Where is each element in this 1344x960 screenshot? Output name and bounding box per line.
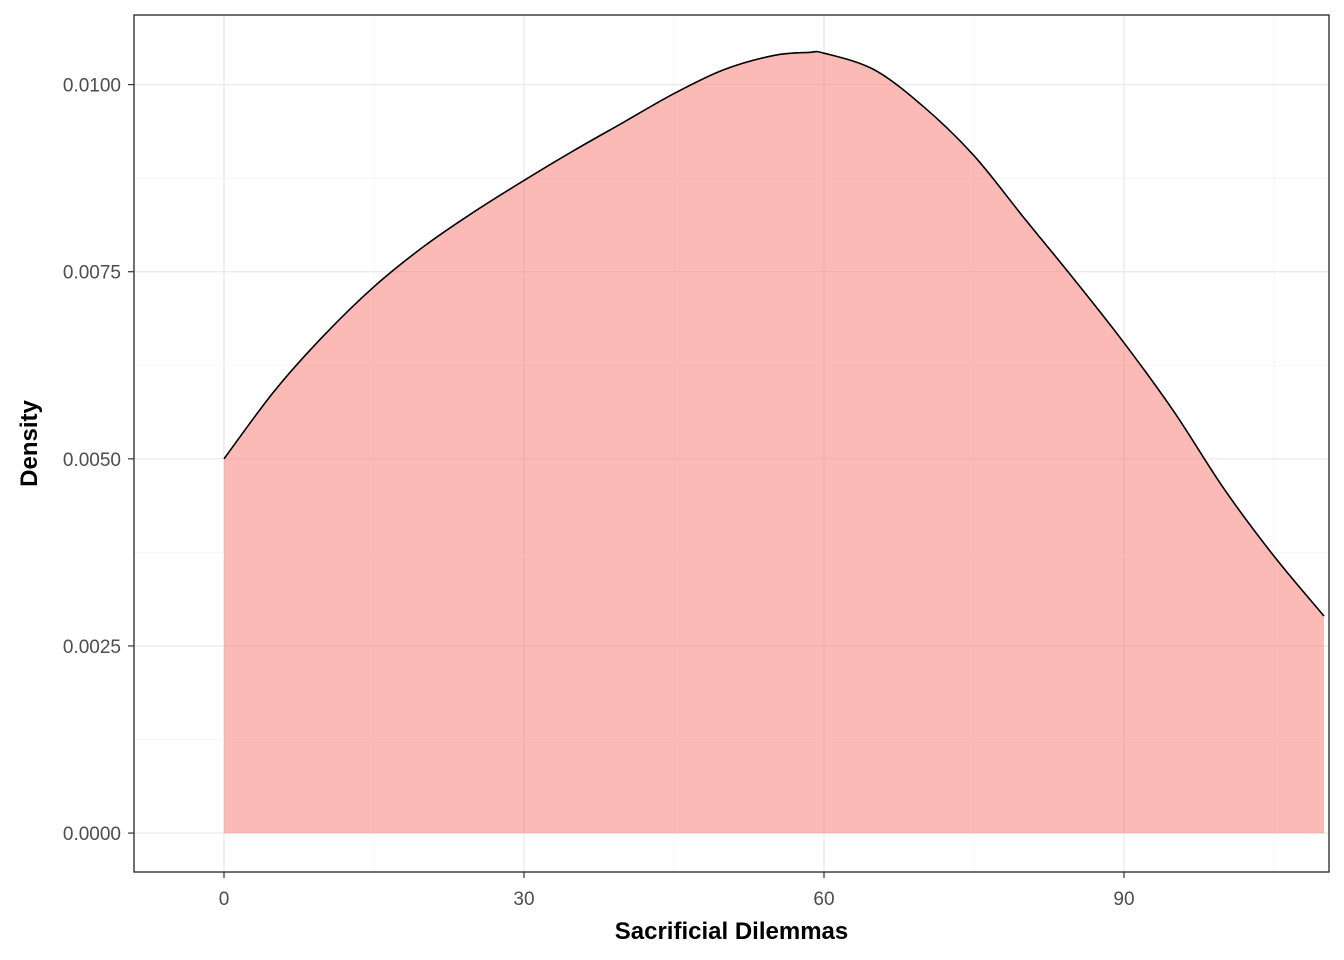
density-line [223, 50, 1325, 617]
y-tick-label: 0.0000 [63, 824, 121, 845]
x-tick-label: 0 [219, 889, 230, 910]
y-axis-title: Density [16, 400, 43, 487]
y-tick-label: 0.0100 [63, 76, 121, 97]
y-tick-label: 0.0075 [63, 263, 121, 284]
data-layer [223, 50, 1325, 834]
density-area [224, 51, 1324, 834]
y-tick-label: 0.0025 [63, 637, 121, 658]
axis-layer: 0 30 60 90 0.0000 0.0025 0.0050 0.0075 0.0100 [63, 76, 1135, 910]
x-axis-title: Sacrificial Dilemmas [615, 918, 848, 945]
panel-border [133, 14, 1330, 873]
y-tick-label: 0.0050 [63, 450, 121, 471]
x-tick-label: 60 [813, 889, 834, 910]
x-tick-label: 30 [513, 889, 534, 910]
x-tick-label: 90 [1113, 889, 1134, 910]
